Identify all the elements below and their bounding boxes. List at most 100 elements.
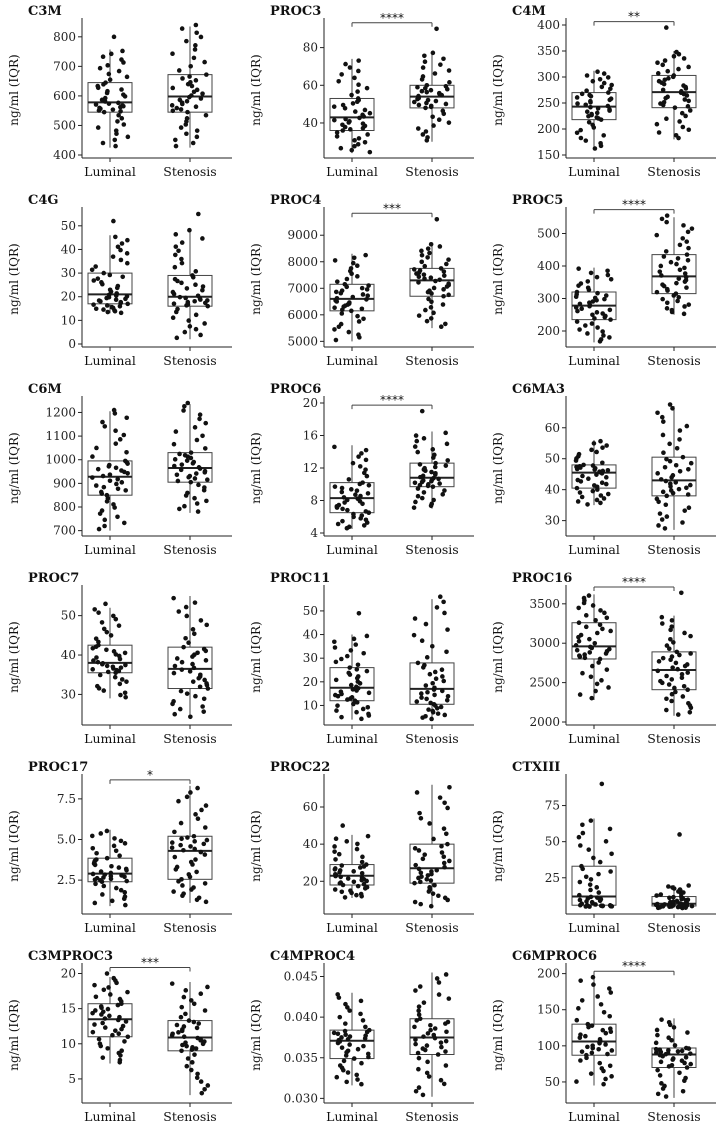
y-tick-label: 3500	[529, 597, 560, 611]
data-point	[339, 72, 344, 77]
data-point	[577, 463, 583, 469]
data-point	[440, 302, 446, 307]
data-point	[172, 457, 178, 462]
data-point	[188, 790, 193, 795]
data-point	[441, 854, 447, 860]
y-tick-label: 800	[53, 30, 76, 44]
data-point	[411, 505, 417, 510]
data-point	[604, 475, 609, 480]
data-point	[174, 1022, 180, 1028]
data-point	[663, 1094, 669, 1099]
data-point	[95, 83, 100, 89]
data-point	[360, 121, 366, 126]
data-point	[90, 1029, 96, 1035]
data-point	[346, 329, 352, 335]
data-point	[107, 77, 113, 83]
data-point	[170, 315, 176, 320]
data-point	[106, 985, 111, 990]
data-point	[185, 299, 191, 305]
data-point	[196, 482, 201, 488]
data-point	[116, 100, 121, 106]
x-tick-label-stenosis: Stenosis	[405, 731, 458, 746]
data-point	[93, 1008, 98, 1013]
data-point	[598, 438, 603, 444]
data-point	[91, 302, 96, 307]
data-point	[444, 441, 450, 447]
data-point	[445, 693, 451, 699]
data-point	[333, 337, 339, 343]
data-point	[202, 1087, 207, 1092]
data-point	[332, 639, 337, 645]
data-point	[607, 335, 612, 340]
data-point	[582, 655, 588, 661]
data-point	[422, 263, 428, 269]
data-point	[188, 859, 194, 865]
data-point	[97, 65, 103, 71]
data-point	[654, 496, 660, 502]
data-point	[440, 492, 446, 497]
data-point	[358, 998, 364, 1004]
data-point	[199, 1090, 205, 1096]
data-point	[662, 77, 668, 83]
y-axis-label: ng/ml (IQR)	[491, 432, 505, 503]
data-point	[659, 273, 664, 278]
data-point	[594, 497, 600, 503]
data-point	[427, 288, 432, 294]
data-point	[97, 105, 102, 111]
box-luminal	[329, 444, 375, 531]
data-point	[685, 897, 691, 902]
data-point	[588, 818, 594, 823]
data-point	[359, 513, 365, 518]
data-point	[100, 473, 106, 479]
data-point	[111, 407, 117, 413]
data-point	[338, 145, 344, 151]
data-point	[575, 499, 581, 504]
data-point	[599, 678, 604, 683]
data-point	[679, 590, 684, 596]
data-point	[202, 1008, 208, 1013]
data-point	[177, 506, 182, 512]
significance-label: ***	[383, 201, 401, 215]
data-point	[574, 1079, 579, 1084]
data-point	[360, 292, 366, 297]
data-point	[93, 994, 99, 1000]
data-point	[338, 689, 344, 694]
data-point	[603, 481, 609, 487]
data-point	[359, 1060, 364, 1066]
y-tick-label: 60	[545, 421, 560, 435]
data-point	[441, 287, 446, 292]
data-point	[598, 493, 604, 498]
data-point	[196, 895, 202, 901]
y-tick-label: 150	[537, 148, 560, 162]
data-point	[190, 273, 195, 278]
data-point	[588, 104, 593, 110]
data-point	[677, 652, 682, 658]
data-point	[437, 594, 443, 600]
data-point	[181, 891, 186, 896]
data-point	[438, 704, 444, 710]
data-point	[175, 478, 181, 484]
data-point	[94, 857, 99, 862]
data-point	[193, 269, 199, 274]
panel-proc17: PROC17 ng/ml (IQR) 2.5 5.0 7.5 Luminal Stenosi…	[0, 756, 240, 944]
data-point	[197, 412, 203, 418]
data-point	[359, 451, 364, 456]
data-point	[109, 898, 115, 904]
data-point	[118, 665, 124, 670]
data-point	[107, 472, 113, 477]
data-point	[367, 110, 373, 116]
box-luminal	[329, 823, 375, 900]
data-point	[90, 845, 96, 851]
data-point	[335, 1031, 341, 1037]
data-point	[177, 97, 183, 103]
data-point	[669, 677, 675, 682]
data-point	[446, 996, 452, 1001]
data-point	[655, 901, 660, 907]
data-point	[443, 83, 449, 89]
data-point	[672, 1043, 678, 1048]
data-point	[424, 876, 430, 882]
data-point	[608, 86, 613, 92]
panel-title: C4MPROC4	[270, 949, 355, 964]
data-point	[178, 107, 184, 112]
y-tick-label: 5000	[287, 334, 318, 348]
